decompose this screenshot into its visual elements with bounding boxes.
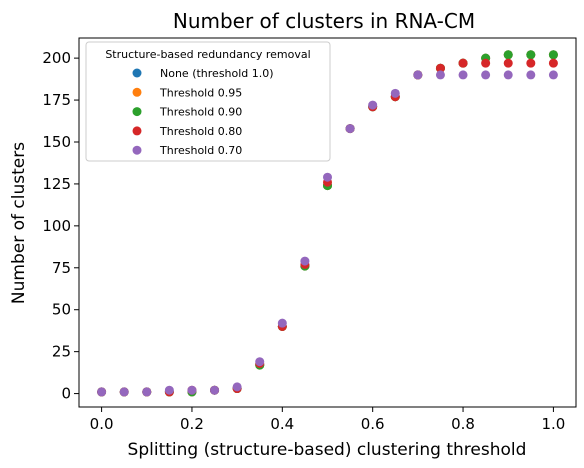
y-tick-label: 100 xyxy=(42,217,71,235)
legend-label: Threshold 0.70 xyxy=(159,144,242,157)
legend-marker xyxy=(132,145,142,155)
data-point-series-4 xyxy=(481,70,491,80)
y-axis-label: Number of clusters xyxy=(9,142,29,304)
y-tick-label: 75 xyxy=(52,259,71,277)
legend-marker xyxy=(132,87,142,97)
legend-label: Threshold 0.80 xyxy=(159,125,242,138)
y-tick-label: 150 xyxy=(42,133,71,151)
data-point-series-4 xyxy=(323,172,332,182)
data-point-series-4 xyxy=(435,70,445,80)
data-points xyxy=(97,50,558,397)
legend-marker xyxy=(132,107,142,117)
legend-title: Structure-based redundancy removal xyxy=(105,48,310,61)
legend-box xyxy=(85,41,331,162)
data-point-series-2 xyxy=(526,50,536,60)
data-point-series-4 xyxy=(368,100,378,110)
y-axis-ticks: 0 25 50 75 100 125 150 175 200 xyxy=(42,49,79,403)
data-point-series-4 xyxy=(97,387,107,397)
data-point-series-4 xyxy=(390,88,400,98)
data-point-series-4 xyxy=(255,357,265,367)
data-point-series-4 xyxy=(526,70,536,80)
data-point-series-4 xyxy=(300,256,310,266)
data-point-series-4 xyxy=(345,124,355,134)
x-tick-label: 0.8 xyxy=(451,415,475,433)
x-axis-label: Splitting (structure-based) clustering t… xyxy=(128,440,527,460)
y-tick-label: 125 xyxy=(42,175,71,193)
x-tick-label: 0.4 xyxy=(270,415,294,433)
data-point-series-3 xyxy=(503,58,513,68)
y-tick-label: 0 xyxy=(61,385,71,403)
y-tick-label: 200 xyxy=(42,49,71,67)
chart-title: Number of clusters in RNA-CM xyxy=(173,9,475,33)
data-point-series-4 xyxy=(503,70,513,80)
data-point-series-2 xyxy=(548,50,558,60)
data-point-series-3 xyxy=(435,63,445,73)
legend-label: Threshold 0.95 xyxy=(159,86,242,99)
y-tick-label: 50 xyxy=(52,301,71,319)
y-tick-label: 175 xyxy=(42,91,71,109)
data-point-series-3 xyxy=(526,58,536,68)
x-axis-ticks: 0.0 0.2 0.4 0.6 0.8 1.0 xyxy=(90,407,565,433)
data-point-series-3 xyxy=(548,58,558,68)
x-tick-label: 0.0 xyxy=(90,415,114,433)
data-point-series-2 xyxy=(503,50,513,60)
x-tick-label: 1.0 xyxy=(541,415,565,433)
legend-marker xyxy=(132,68,142,78)
data-point-series-3 xyxy=(458,58,468,68)
x-tick-label: 0.2 xyxy=(180,415,204,433)
data-point-series-4 xyxy=(413,70,423,80)
data-point-series-4 xyxy=(277,318,287,328)
data-point-series-4 xyxy=(187,385,197,395)
data-point-series-4 xyxy=(164,385,174,395)
data-point-series-4 xyxy=(232,382,242,392)
legend-marker xyxy=(132,126,142,136)
plot-area xyxy=(78,37,577,408)
data-point-series-4 xyxy=(210,385,220,395)
legend: Structure-based redundancy removal None … xyxy=(85,41,331,162)
data-point-series-4 xyxy=(548,70,558,80)
legend-label: Threshold 0.90 xyxy=(159,106,242,119)
data-point-series-4 xyxy=(458,70,468,80)
legend-entries: None (threshold 1.0) Threshold 0.95 Thresh… xyxy=(132,67,274,157)
data-point-series-3 xyxy=(481,58,491,68)
data-point-series-4 xyxy=(142,387,152,397)
data-point-series-4 xyxy=(119,387,129,397)
y-tick-label: 25 xyxy=(52,343,71,361)
x-tick-label: 0.6 xyxy=(361,415,385,433)
legend-label: None (threshold 1.0) xyxy=(160,67,274,80)
